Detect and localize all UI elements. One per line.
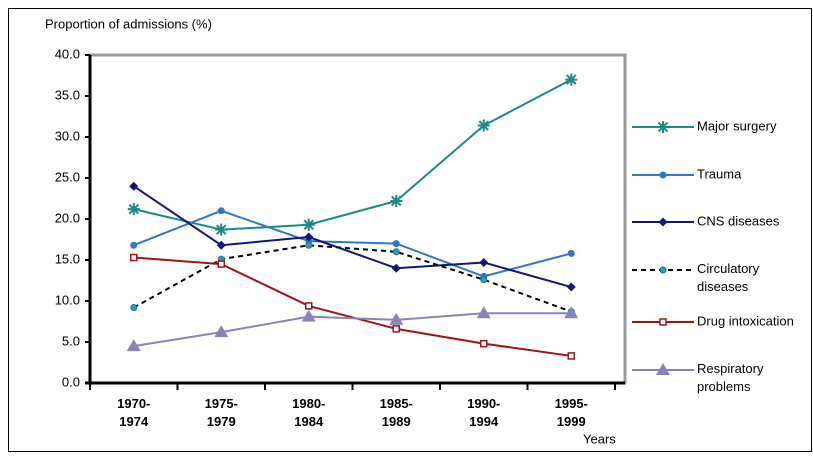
marker (302, 218, 315, 231)
line (133, 78, 572, 231)
series (127, 73, 578, 236)
legend-label: CNS diseases (697, 213, 780, 228)
x-tick-label: 1970-1974 (117, 396, 150, 429)
x-tick-label: 1975-1979 (205, 396, 238, 429)
legend-label: Drug intoxication (697, 313, 794, 328)
marker (390, 194, 403, 207)
marker (392, 325, 400, 333)
marker (305, 302, 313, 310)
line (133, 312, 572, 348)
marker (480, 339, 488, 348)
marker (126, 339, 141, 352)
marker (659, 266, 667, 274)
marker (476, 306, 491, 319)
x-tick-label: 1990-1994 (467, 396, 500, 429)
marker (217, 260, 225, 268)
marker (301, 309, 316, 322)
legend-label: Respiratory problems (697, 361, 764, 394)
marker (659, 171, 667, 179)
y-tick-label: 40.0 (55, 46, 80, 61)
line (133, 185, 572, 289)
marker (392, 248, 400, 256)
marker (217, 207, 225, 215)
marker (130, 253, 138, 262)
y-tick-label: 20.0 (55, 210, 80, 225)
x-tick-label: 1985-1989 (380, 396, 413, 429)
series (126, 306, 579, 352)
legend-label: Major surgery (697, 118, 777, 133)
marker (564, 306, 579, 319)
marker (656, 363, 670, 375)
plot-border (88, 53, 627, 385)
marker (567, 352, 575, 360)
marker (127, 203, 140, 216)
y-tick-label: 35.0 (55, 87, 80, 102)
marker (480, 276, 488, 284)
marker (215, 223, 228, 236)
marker (659, 318, 667, 326)
marker (130, 241, 138, 249)
series (129, 181, 576, 292)
marker (565, 73, 578, 86)
marker (657, 121, 669, 133)
legend-item: Drug intoxication (632, 313, 794, 328)
y-tick-label: 30.0 (55, 128, 80, 143)
legend-item: Trauma (632, 166, 742, 181)
y-axis-label: Proportion of admissions (%) (45, 16, 212, 31)
marker (567, 249, 575, 257)
legend-item: Circulatory diseases (632, 261, 760, 294)
y-tick-label: 0.0 (62, 374, 80, 389)
marker (566, 282, 576, 292)
marker (477, 119, 490, 132)
y-tick-label: 25.0 (55, 169, 80, 184)
marker (216, 240, 226, 250)
marker (304, 232, 314, 242)
marker (305, 241, 313, 249)
legend-label: Circulatory diseases (697, 261, 760, 294)
line (133, 244, 572, 313)
frame (8, 8, 812, 452)
marker (658, 217, 668, 227)
legend-item: CNS diseases (632, 213, 780, 228)
marker (389, 312, 404, 325)
legend-item: Respiratory problems (632, 361, 764, 394)
marker (130, 304, 138, 312)
x-tick-label: 1980-1984 (292, 396, 325, 429)
legend-label: Trauma (697, 166, 742, 181)
x-axis-label: Years (583, 431, 616, 446)
marker (391, 263, 401, 273)
y-tick-label: 5.0 (62, 333, 80, 348)
line (133, 209, 572, 278)
x-tick-label: 1995-1999 (555, 396, 588, 429)
marker (214, 325, 229, 338)
marker (479, 257, 489, 267)
y-tick-label: 15.0 (55, 251, 80, 266)
marker (392, 240, 400, 248)
y-tick-label: 10.0 (55, 292, 80, 307)
legend-item: Major surgery (632, 118, 777, 133)
marker (129, 181, 139, 191)
